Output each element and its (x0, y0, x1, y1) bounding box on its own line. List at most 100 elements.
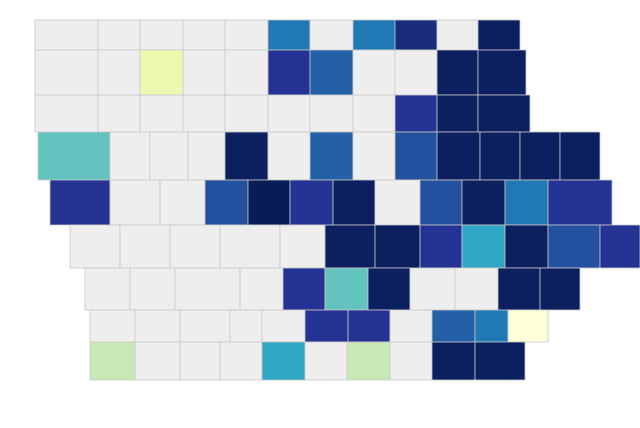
county (419, 179, 463, 226)
county (279, 224, 326, 269)
county (352, 131, 396, 181)
county (97, 94, 141, 133)
county (389, 341, 433, 381)
county (34, 19, 99, 51)
county (309, 131, 354, 181)
county (224, 49, 269, 96)
county (477, 94, 531, 133)
county (267, 94, 311, 133)
county (159, 179, 206, 226)
county (267, 19, 311, 51)
county (139, 94, 184, 133)
county (374, 179, 421, 226)
county (309, 94, 354, 133)
county (34, 49, 99, 96)
county (507, 309, 549, 343)
county (324, 224, 376, 269)
county (247, 179, 291, 226)
county (436, 131, 481, 181)
county (454, 267, 499, 311)
county (409, 267, 456, 311)
county (37, 131, 111, 181)
county (224, 19, 269, 51)
county (352, 94, 396, 133)
county (394, 49, 438, 96)
county (346, 341, 391, 381)
county (219, 224, 281, 269)
county (261, 309, 306, 343)
county (109, 179, 161, 226)
county (89, 309, 136, 343)
county (419, 224, 463, 269)
county (324, 267, 369, 311)
county (219, 341, 263, 381)
county (539, 267, 581, 311)
county (282, 267, 326, 311)
county (497, 267, 541, 311)
county (479, 131, 521, 181)
county (289, 179, 334, 226)
county (374, 224, 421, 269)
county (174, 267, 241, 311)
county (519, 131, 561, 181)
county (309, 49, 354, 96)
county (559, 131, 601, 181)
county (504, 224, 549, 269)
county (367, 267, 411, 311)
county (436, 49, 479, 96)
county (261, 341, 306, 381)
county (109, 131, 151, 181)
county (474, 341, 526, 381)
county (182, 49, 226, 96)
county (139, 49, 184, 96)
county (134, 341, 181, 381)
county (389, 309, 433, 343)
county (304, 341, 348, 381)
county (431, 309, 476, 343)
county (394, 19, 438, 51)
county (461, 224, 506, 269)
county (431, 341, 476, 381)
county (89, 341, 136, 381)
county (229, 309, 263, 343)
county (547, 224, 601, 269)
county (332, 179, 376, 226)
county (224, 94, 269, 133)
county (149, 131, 189, 181)
county (394, 131, 438, 181)
county (267, 131, 311, 181)
county (504, 179, 549, 226)
county (436, 94, 479, 133)
county (134, 309, 181, 343)
county (204, 179, 249, 226)
county (477, 19, 521, 51)
county (129, 267, 176, 311)
county (224, 131, 269, 181)
county (169, 224, 221, 269)
county (309, 19, 354, 51)
county (461, 179, 506, 226)
county (69, 224, 121, 269)
county (304, 309, 349, 343)
county (49, 179, 111, 226)
county (34, 94, 99, 133)
county (182, 19, 226, 51)
county (84, 267, 131, 311)
county (179, 341, 221, 381)
county (239, 267, 284, 311)
county (547, 179, 613, 226)
county (352, 19, 396, 51)
county (474, 309, 509, 343)
county (347, 309, 391, 343)
county (187, 131, 226, 181)
county (97, 19, 141, 51)
county (352, 49, 396, 96)
county (179, 309, 231, 343)
county (394, 94, 438, 133)
county (119, 224, 171, 269)
county (477, 49, 527, 96)
county (436, 19, 479, 51)
county (182, 94, 226, 133)
county (97, 49, 141, 96)
